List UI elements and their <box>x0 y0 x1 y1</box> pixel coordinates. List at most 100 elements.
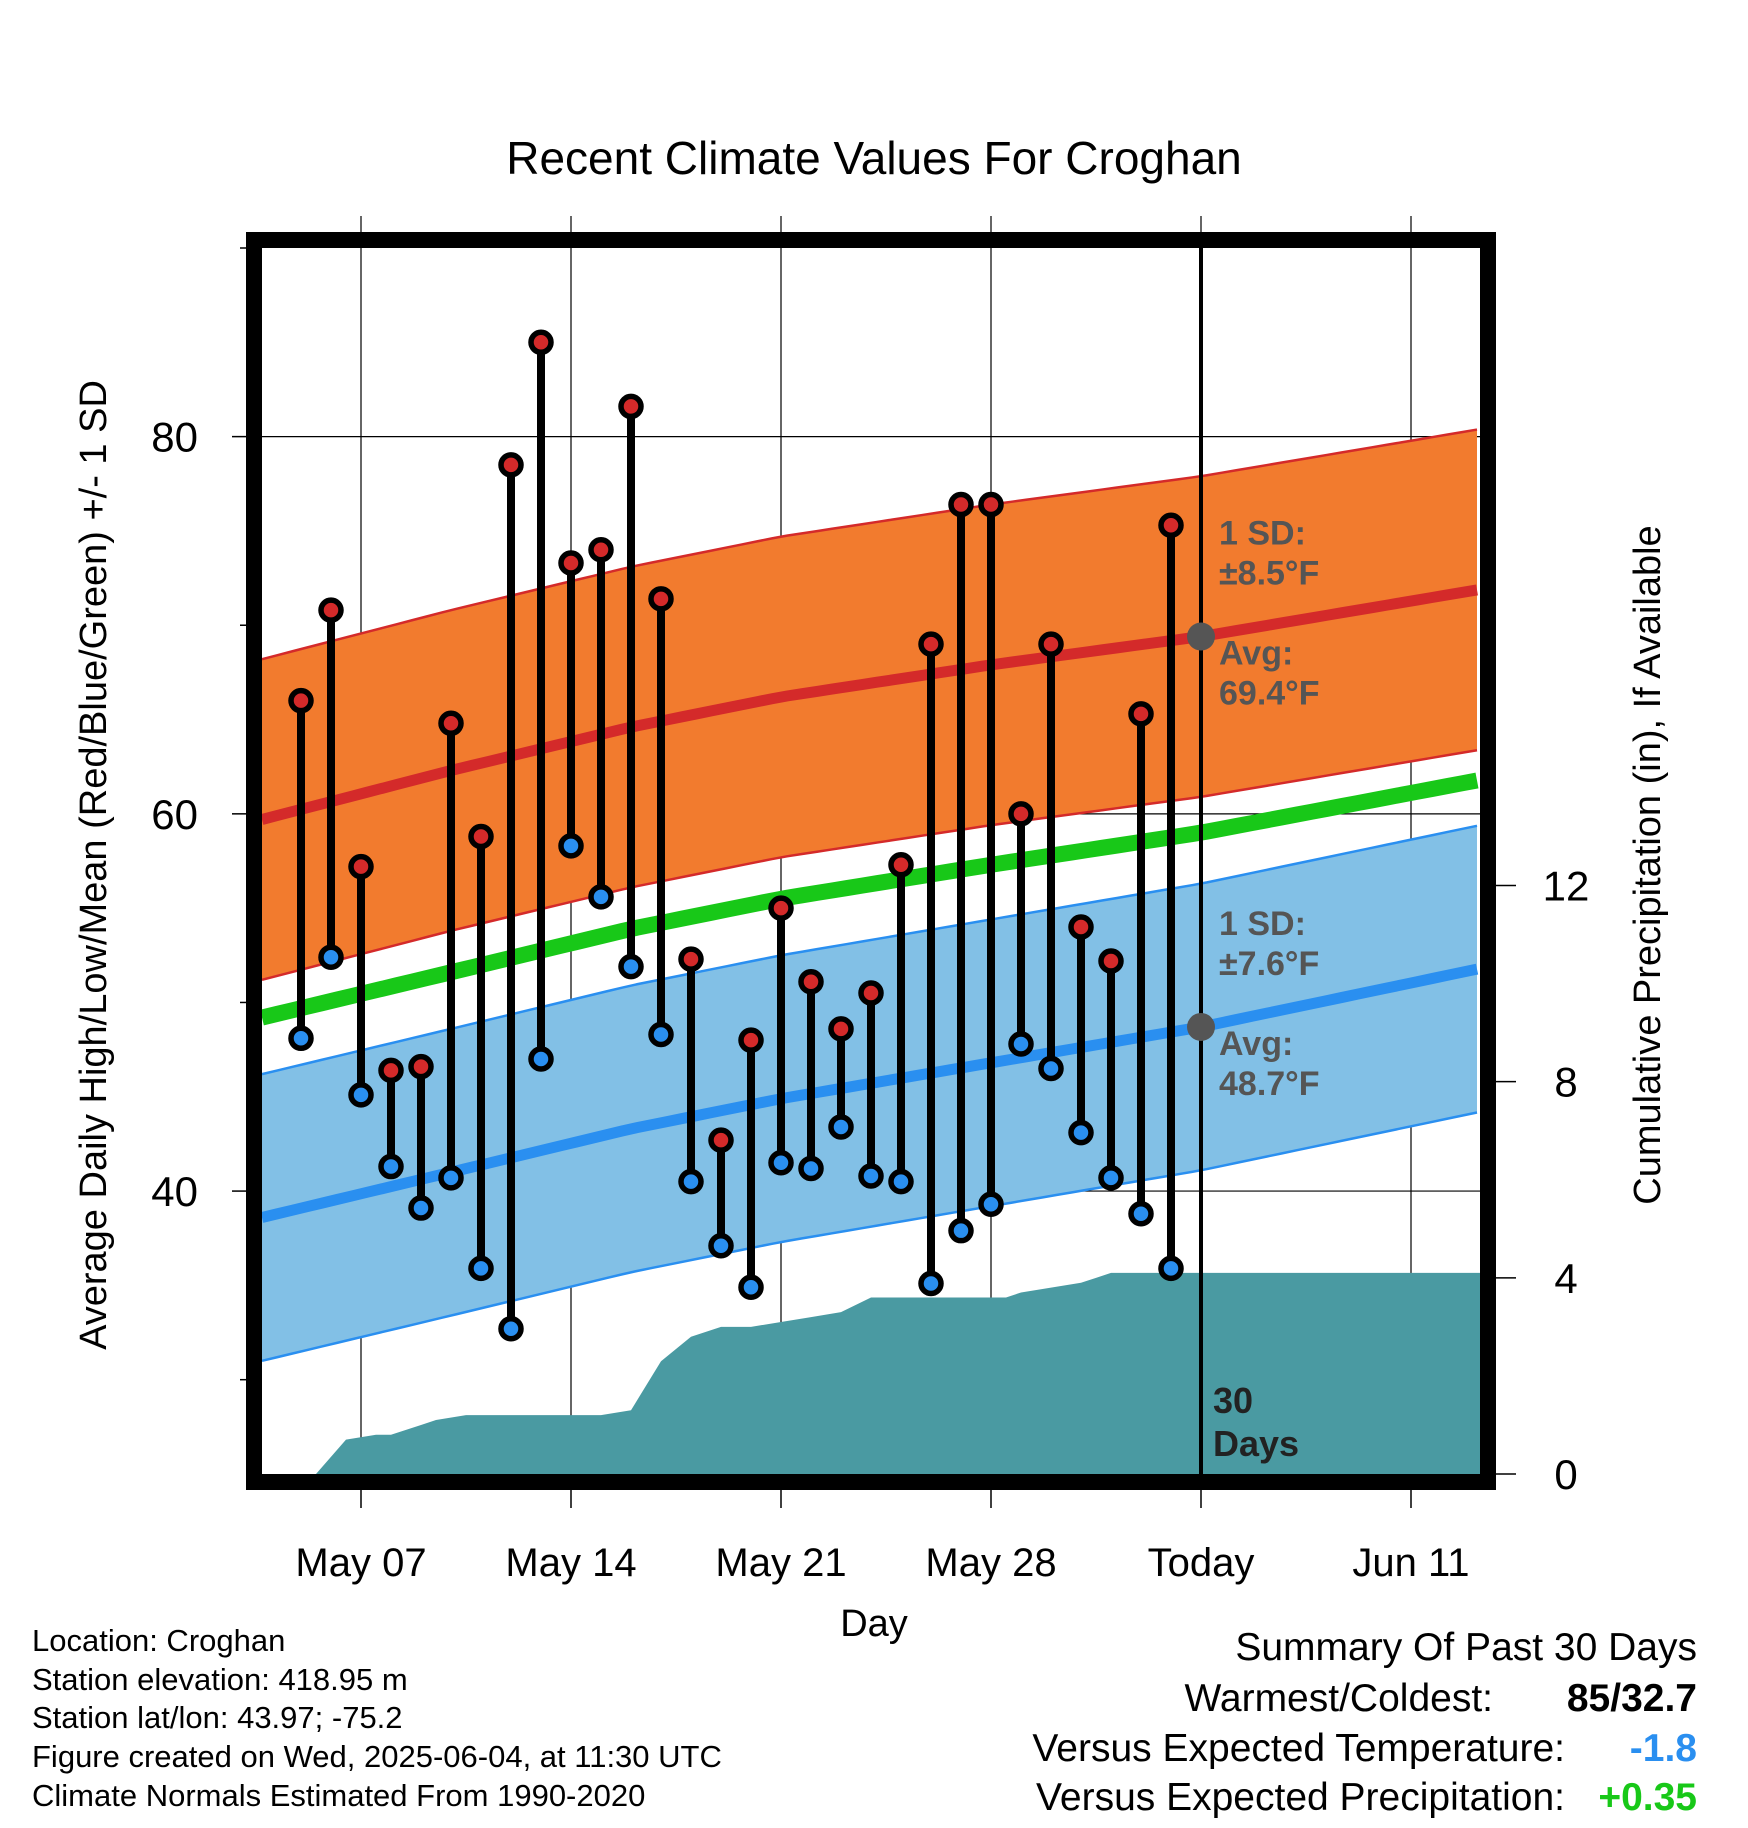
daily-low-point <box>408 1195 434 1221</box>
daily-high-point <box>918 631 944 657</box>
daily-high-point <box>468 823 494 850</box>
daily-high-point <box>528 329 554 356</box>
low-sd-value: ±7.6°F <box>1219 945 1319 983</box>
daily-high-point <box>1038 631 1064 657</box>
x-tick-label: May 21 <box>715 1541 846 1585</box>
high-avg-label: Avg: <box>1219 635 1293 673</box>
daily-low-point <box>318 944 344 970</box>
daily-low-point <box>918 1270 944 1297</box>
precipitation-departure-value: +0.35 <box>1598 1776 1697 1819</box>
daily-low-point <box>738 1274 764 1301</box>
high-sd-lower-edge <box>261 748 1478 982</box>
low-sd-label: 1 SD: <box>1219 905 1306 943</box>
daily-low-point <box>978 1191 1004 1218</box>
daily-high-point <box>1128 701 1154 727</box>
plot-frame <box>246 232 1496 1490</box>
daily-high-point <box>348 853 374 880</box>
x-tick-label: Today <box>1148 1541 1255 1585</box>
daily-low-point <box>588 884 614 910</box>
daily-low-point <box>1098 1165 1124 1191</box>
daily-low-point <box>1068 1119 1094 1146</box>
daily-high-point <box>768 895 794 921</box>
daily-high-point <box>288 687 314 714</box>
daily-high-point <box>1008 801 1034 827</box>
y2-tick-label: 0 <box>1554 1451 1577 1498</box>
y-tick-label: 40 <box>151 1168 198 1215</box>
daily-high-point <box>858 980 884 1006</box>
high-avg-dot <box>1187 622 1215 651</box>
x-axis-label: Day <box>840 1603 908 1645</box>
daily-high-point <box>828 1016 854 1042</box>
high-avg-value: 69.4°F <box>1219 675 1320 713</box>
y-axis-label: Average Daily High/Low/Mean (Red/Blue/Gr… <box>73 380 115 1350</box>
daily-high-point <box>708 1127 734 1153</box>
x-tick-label: May 14 <box>505 1541 636 1585</box>
daily-low-point <box>648 1021 674 1048</box>
daily-low-point <box>798 1155 824 1182</box>
daily-high-point <box>378 1057 404 1084</box>
precipitation-departure-label: Versus Expected Precipitation: <box>1036 1776 1565 1819</box>
axes: 40 60 80 0 4 8 12 May 07 May 14 May 21 May 28 Today… <box>151 247 1590 1585</box>
daily-low-point <box>1008 1031 1034 1057</box>
coldest-value: 32.7 <box>1621 1677 1697 1720</box>
station-latlon: Station lat/lon: 43.97; -75.2 <box>32 1700 403 1735</box>
daily-low-point <box>468 1255 494 1282</box>
y2-tick-label: 12 <box>1543 863 1590 910</box>
daily-low-point <box>378 1153 404 1180</box>
normal-high-line <box>260 584 1478 825</box>
daily-low-point <box>1128 1200 1154 1227</box>
climate-normals-period: Climate Normals Estimated From 1990-2020 <box>32 1778 645 1813</box>
low-avg-dot <box>1187 1012 1215 1041</box>
summary-panel: Summary Of Past 30 Days Warmest/Coldest:… <box>1032 1626 1697 1819</box>
y2-tick-label: 8 <box>1554 1059 1577 1106</box>
y2-axis-label: Cumulative Precipitation (in), If Availa… <box>1627 525 1669 1204</box>
daily-range-bars <box>297 342 1175 1329</box>
y-tick-label: 60 <box>151 791 198 838</box>
warmest-coldest-separator: / <box>1610 1677 1621 1720</box>
daily-low-point <box>1158 1255 1184 1282</box>
daily-high-point <box>318 597 344 623</box>
normal-mean-line <box>260 772 1479 1026</box>
today-days-label: Days <box>1213 1423 1299 1464</box>
daily-low-point <box>678 1168 704 1195</box>
daily-low-point <box>948 1217 974 1244</box>
low-avg-value: 48.7°F <box>1219 1065 1320 1103</box>
temperature-departure-value: -1.8 <box>1630 1727 1697 1770</box>
x-tick-label: Jun 11 <box>1352 1541 1469 1585</box>
daily-points <box>288 329 1184 1342</box>
y-tick-label: 80 <box>151 414 198 461</box>
daily-high-point <box>678 946 704 972</box>
daily-high-point <box>1098 948 1124 974</box>
x-tick-label: May 07 <box>295 1541 426 1585</box>
daily-low-point <box>528 1046 554 1072</box>
daily-low-point <box>708 1233 734 1259</box>
daily-low-point <box>828 1114 854 1140</box>
daily-low-point <box>558 833 584 859</box>
daily-high-point <box>948 491 974 518</box>
station-elevation: Station elevation: 418.95 m <box>32 1662 408 1697</box>
daily-low-point <box>858 1163 884 1189</box>
x-tick-label: May 28 <box>925 1541 1056 1585</box>
daily-high-point <box>1068 914 1094 940</box>
high-sd-upper-edge <box>261 428 1478 661</box>
daily-low-point <box>768 1150 794 1176</box>
plot-border <box>246 232 1496 1490</box>
daily-low-point <box>498 1316 524 1342</box>
cumulative-precipitation-area <box>316 1272 1480 1474</box>
daily-high-point <box>408 1053 434 1080</box>
daily-high-point <box>498 452 524 478</box>
daily-low-point <box>1038 1055 1064 1082</box>
daily-high-point <box>978 491 1004 518</box>
warmest-coldest-label: Warmest/Coldest: <box>1185 1677 1493 1720</box>
y2-tick-label: 4 <box>1554 1255 1577 1302</box>
daily-low-point <box>888 1168 914 1195</box>
temperature-departure-label: Versus Expected Temperature: <box>1032 1727 1565 1770</box>
daily-low-point <box>288 1025 314 1052</box>
daily-high-point <box>438 710 464 737</box>
daily-low-point <box>618 953 644 980</box>
low-sd-lower-edge <box>261 1111 1478 1363</box>
chart-title: Recent Climate Values For Croghan <box>506 132 1241 184</box>
station-info: Location: Croghan Station elevation: 418… <box>32 1623 722 1813</box>
daily-low-point <box>438 1165 464 1191</box>
